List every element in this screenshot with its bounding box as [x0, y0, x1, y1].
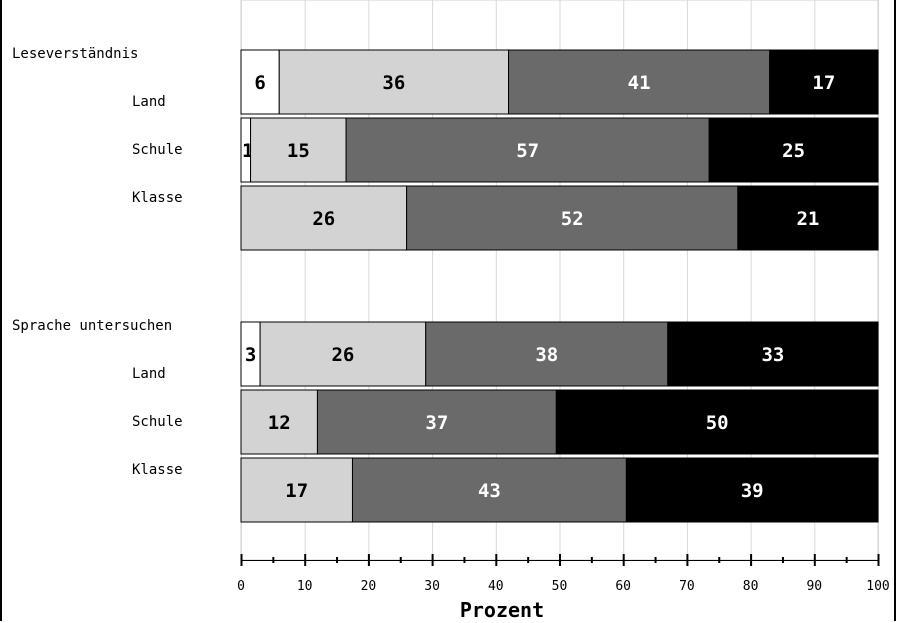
bar-segment: [508, 49, 771, 115]
bar-segment: [708, 117, 879, 183]
category-labels: Leseverständnis Land Schule Klasse Sprache u…: [12, 46, 183, 478]
row-label: Klasse: [132, 462, 183, 478]
bar-value-label: 36: [382, 72, 405, 94]
bar-value-label: 1: [242, 140, 253, 162]
bar-value-label: 25: [782, 140, 805, 162]
group-label: Sprache untersuchen: [12, 318, 172, 334]
bar-value-label: 37: [425, 412, 448, 434]
bar-value-label: 21: [796, 208, 819, 230]
bar-segment: [667, 321, 879, 387]
bar-segment: [769, 49, 879, 115]
bar-segment: [240, 185, 408, 251]
bar-value-label: 26: [331, 344, 354, 366]
bar-value-label: 12: [268, 412, 291, 434]
bar-value-label: 3: [245, 344, 256, 366]
x-axis: 0 10 20 30 40 50 60 70 80 90 100: [237, 554, 890, 594]
x-tick-label: 60: [615, 579, 631, 594]
x-tick-label: 0: [237, 579, 245, 594]
bar-segment: [259, 321, 427, 387]
bar-value-label: 17: [812, 72, 835, 94]
bar-segment: [555, 389, 879, 455]
row-label: Land: [132, 366, 166, 382]
bars: 6 36 41 17 1 15 57 25 26 52 21 3 26 38 33 12 37 50 17 43 39: [240, 49, 879, 523]
x-tick-label: 70: [679, 579, 695, 594]
x-tick-label: 90: [806, 579, 822, 594]
bar-segment: [316, 389, 557, 455]
bar-value-label: 17: [285, 480, 308, 502]
bar-segment: [425, 321, 669, 387]
bar-segment: [737, 185, 879, 251]
x-tick-label: 30: [424, 579, 440, 594]
bar-segment: [406, 185, 739, 251]
bar-value-label: 41: [628, 72, 651, 94]
x-tick-label: 20: [361, 579, 377, 594]
bar-segment: [625, 457, 879, 523]
bar-segment: [351, 457, 627, 523]
bar-value-label: 6: [254, 72, 265, 94]
group-label: Leseverständnis: [12, 46, 138, 62]
bar-value-label: 39: [741, 480, 764, 502]
x-tick-label: 80: [743, 579, 759, 594]
bar-value-label: 43: [478, 480, 501, 502]
bar-segment: [240, 389, 318, 455]
bar-value-label: 26: [312, 208, 335, 230]
bar-value-label: 15: [287, 140, 310, 162]
bar-segment: [240, 49, 280, 115]
bar-value-label: 52: [561, 208, 584, 230]
x-tick-label: 10: [297, 579, 313, 594]
x-tick-label: 40: [488, 579, 504, 594]
bar-segment: [240, 457, 353, 523]
x-axis-title: Prozent: [460, 598, 544, 622]
row-label: Land: [132, 94, 166, 110]
x-tick-label: 100: [866, 579, 889, 594]
bar-value-label: 57: [516, 140, 539, 162]
bar-value-label: 38: [535, 344, 558, 366]
x-tick-label: 50: [552, 579, 568, 594]
bar-value-label: 50: [706, 412, 729, 434]
row-label: Schule: [132, 414, 183, 430]
row-label: Klasse: [132, 190, 183, 206]
bar-segment: [278, 49, 510, 115]
bar-value-label: 33: [761, 344, 784, 366]
row-label: Schule: [132, 142, 183, 158]
